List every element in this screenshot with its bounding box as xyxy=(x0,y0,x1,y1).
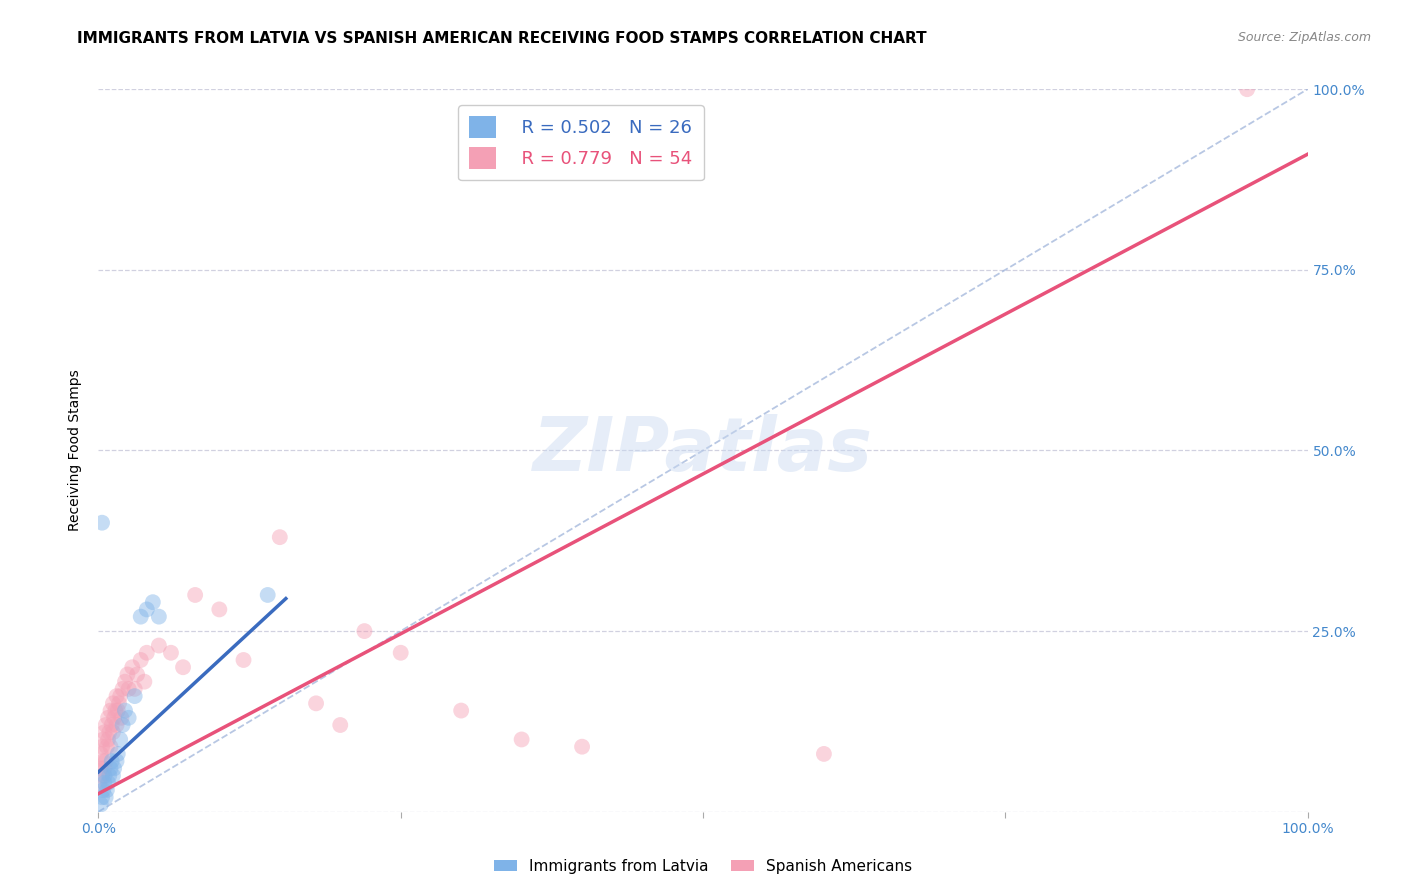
Point xyxy=(450,704,472,718)
Point xyxy=(91,739,114,754)
Point xyxy=(305,696,328,710)
Point xyxy=(104,704,127,718)
Point xyxy=(160,646,183,660)
Point xyxy=(93,769,115,783)
Legend:   R = 0.502   N = 26,   R = 0.779   N = 54: R = 0.502 N = 26, R = 0.779 N = 54 xyxy=(458,105,703,180)
Point xyxy=(100,754,122,768)
Point xyxy=(108,696,131,710)
Point xyxy=(91,783,114,797)
Point xyxy=(103,761,125,775)
Point xyxy=(89,776,111,790)
Point xyxy=(94,754,117,768)
Point xyxy=(184,588,207,602)
Point xyxy=(105,689,128,703)
Point xyxy=(124,689,146,703)
Point xyxy=(571,739,593,754)
Point xyxy=(135,602,157,616)
Point xyxy=(97,776,120,790)
Point xyxy=(129,609,152,624)
Point xyxy=(111,718,134,732)
Point xyxy=(93,776,115,790)
Point xyxy=(91,754,114,768)
Point xyxy=(329,718,352,732)
Point xyxy=(353,624,375,639)
Point xyxy=(134,674,156,689)
Point xyxy=(90,747,112,761)
Point xyxy=(91,516,114,530)
Point xyxy=(107,747,129,761)
Point xyxy=(100,761,122,775)
Point xyxy=(108,689,131,703)
Point xyxy=(256,588,278,602)
Point xyxy=(118,711,141,725)
Legend: Immigrants from Latvia, Spanish Americans: Immigrants from Latvia, Spanish American… xyxy=(488,853,918,880)
Point xyxy=(101,696,124,710)
Text: ZIPatlas: ZIPatlas xyxy=(533,414,873,487)
Point xyxy=(129,653,152,667)
Point xyxy=(107,704,129,718)
Point xyxy=(100,739,122,754)
Point xyxy=(101,725,124,739)
Point xyxy=(105,754,128,768)
Point xyxy=(108,732,131,747)
Point xyxy=(93,725,115,739)
Point xyxy=(389,646,412,660)
Point xyxy=(142,595,165,609)
Point xyxy=(90,761,112,775)
Point xyxy=(124,681,146,696)
Point xyxy=(135,646,157,660)
Point xyxy=(90,797,112,812)
Point xyxy=(510,732,533,747)
Text: IMMIGRANTS FROM LATVIA VS SPANISH AMERICAN RECEIVING FOOD STAMPS CORRELATION CHA: IMMIGRANTS FROM LATVIA VS SPANISH AMERIC… xyxy=(77,31,927,46)
Y-axis label: Receiving Food Stamps: Receiving Food Stamps xyxy=(69,369,83,532)
Point xyxy=(127,667,149,681)
Point xyxy=(269,530,291,544)
Point xyxy=(148,639,170,653)
Point xyxy=(148,609,170,624)
Point xyxy=(94,718,117,732)
Point xyxy=(91,769,114,783)
Point xyxy=(172,660,194,674)
Point xyxy=(118,681,141,696)
Point xyxy=(111,681,134,696)
Point xyxy=(91,732,114,747)
Point xyxy=(813,747,835,761)
Point xyxy=(101,769,124,783)
Point xyxy=(117,667,139,681)
Point xyxy=(114,704,136,718)
Point xyxy=(110,711,132,725)
Text: Source: ZipAtlas.com: Source: ZipAtlas.com xyxy=(1237,31,1371,45)
Point xyxy=(94,790,117,805)
Point xyxy=(96,739,118,754)
Point xyxy=(97,711,120,725)
Point xyxy=(91,790,114,805)
Point xyxy=(103,711,125,725)
Point xyxy=(105,718,128,732)
Point xyxy=(96,783,118,797)
Point xyxy=(93,761,115,775)
Point xyxy=(208,602,231,616)
Point xyxy=(232,653,254,667)
Point xyxy=(100,718,122,732)
Point xyxy=(121,660,143,674)
Point xyxy=(1236,82,1258,96)
Point xyxy=(114,674,136,689)
Point xyxy=(97,732,120,747)
Point xyxy=(100,704,122,718)
Point xyxy=(98,725,121,739)
Point xyxy=(98,769,121,783)
